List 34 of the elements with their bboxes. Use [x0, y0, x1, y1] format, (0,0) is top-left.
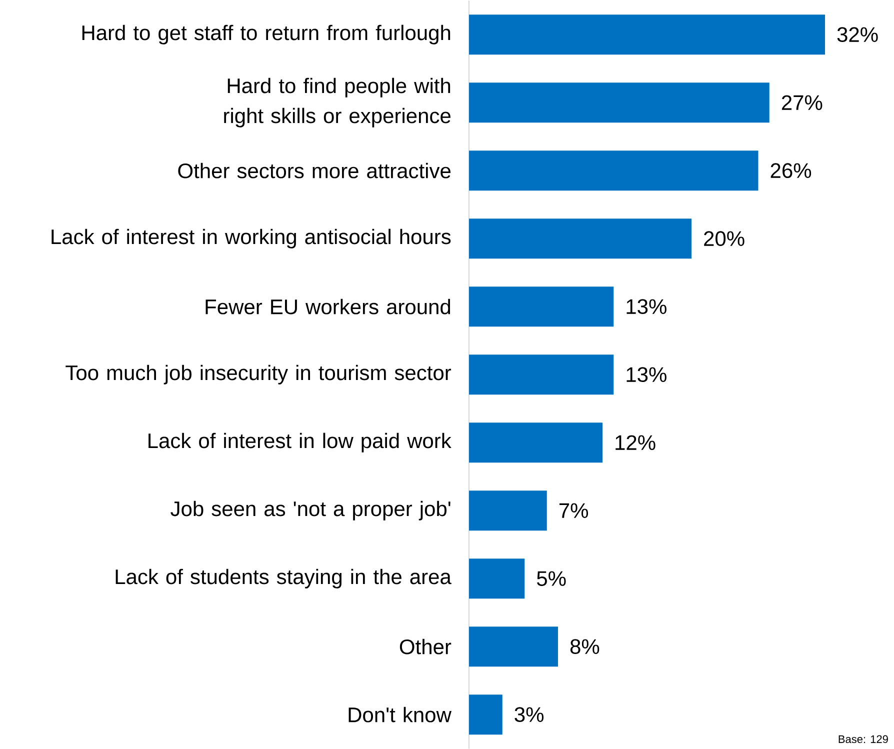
y-tick-label: Fewer EU workers around: [206, 298, 450, 314]
bar: [469, 150, 758, 191]
data-label: 3%: [514, 707, 544, 722]
data-label: 32%: [837, 27, 878, 42]
y-tick-label: Don't know: [348, 706, 452, 722]
bar: [469, 14, 825, 55]
y-tick-label: Lack of interest in low paid work: [148, 432, 452, 452]
data-label: 8%: [570, 639, 600, 654]
bar: [469, 694, 502, 735]
text: Base: 129: [838, 735, 888, 743]
data-label: 27%: [782, 95, 822, 110]
bar: [469, 286, 614, 327]
y-tick-label: Hard to find people with right skills or experience: [224, 78, 450, 128]
bar: [469, 354, 614, 395]
data-label: 7%: [559, 503, 588, 518]
data-label: 13%: [626, 367, 666, 382]
y-tick-label: Other sectors more attractive: [178, 162, 450, 178]
data-label: 12%: [616, 435, 656, 450]
data-label: 13%: [626, 299, 666, 314]
y-tick-label: Lack of students staying in the area: [116, 568, 452, 588]
bar: [469, 82, 770, 123]
data-label: 20%: [704, 231, 744, 246]
bar: [469, 626, 558, 667]
y-tick-label: Other: [400, 638, 452, 654]
y-tick-label: Too much job insecurity in tourism sector: [66, 364, 452, 384]
data-label: 26%: [770, 163, 812, 178]
data-label: 5%: [537, 571, 566, 586]
y-tick-label: Hard to get staff to return from furlough: [82, 24, 450, 44]
y-tick-label: Job seen as 'not a proper job': [170, 500, 450, 520]
bar: [469, 490, 547, 531]
y-tick-label: Lack of interest in working antisocial hours: [52, 228, 451, 248]
bar: [469, 218, 692, 259]
bar: [469, 558, 525, 599]
bar: [469, 422, 602, 463]
